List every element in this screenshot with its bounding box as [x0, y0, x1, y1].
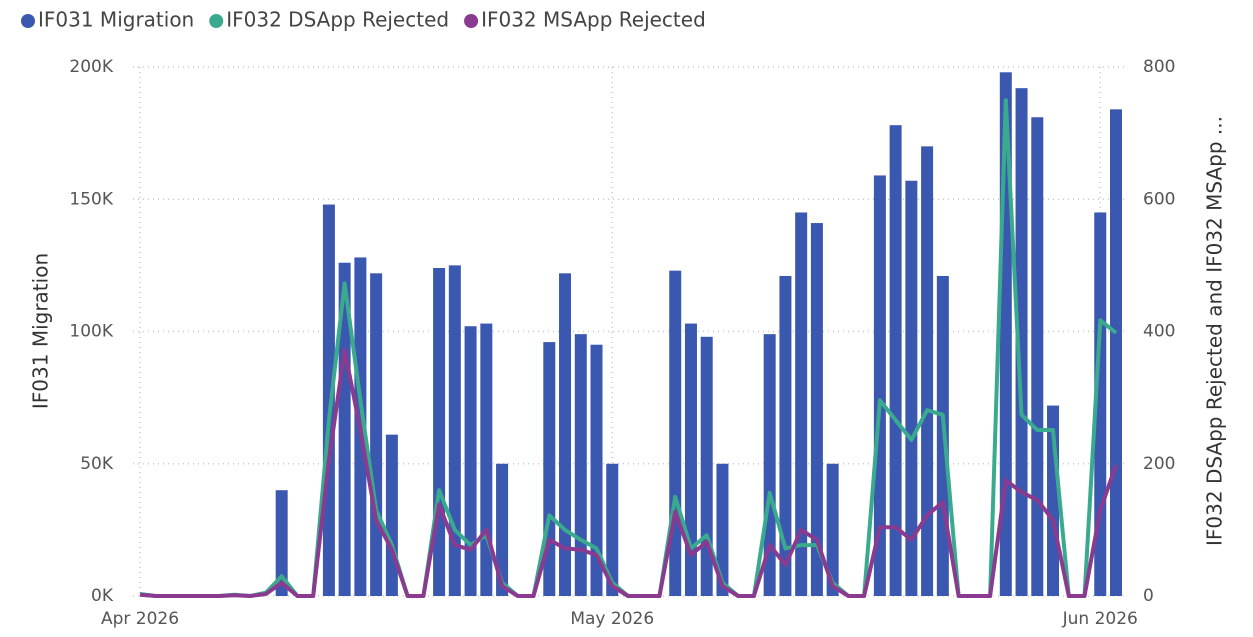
- line: [139, 348, 1118, 598]
- bar: [921, 146, 934, 596]
- y-tick-label: 100K: [69, 322, 113, 342]
- y2-tick-label: 400: [1143, 322, 1175, 342]
- legend-marker: [464, 14, 479, 28]
- legend-label: IF031 Migration: [38, 8, 194, 32]
- bar: [606, 463, 619, 596]
- bar: [700, 336, 713, 596]
- bar: [574, 334, 587, 596]
- y-tick-label: 50K: [80, 454, 114, 474]
- legend-label: IF032 DSApp Rejected: [226, 8, 449, 32]
- x-tick-label: Apr 2026: [101, 609, 179, 629]
- bar: [385, 434, 398, 596]
- bar: [873, 175, 886, 596]
- y2-axis-title: IF032 DSApp Rejected and IF032 MSApp ...: [1203, 116, 1227, 546]
- bar: [1110, 109, 1122, 596]
- y-tick-label: 200K: [69, 57, 113, 77]
- legend-label: IF032 MSApp Rejected: [481, 8, 706, 32]
- legend-marker: [21, 14, 35, 28]
- bar: [496, 463, 509, 596]
- y-axis-title: IF031 Migration: [29, 253, 53, 409]
- bar: [905, 180, 918, 597]
- bar: [464, 326, 477, 596]
- bar: [795, 212, 808, 596]
- y2-tick-label: 800: [1143, 57, 1175, 77]
- bar: [480, 323, 493, 596]
- bar: [370, 273, 383, 596]
- bar: [1031, 117, 1044, 596]
- bar: [559, 273, 572, 596]
- y2-tick-label: 600: [1143, 189, 1175, 209]
- y2-tick-label: 0: [1143, 586, 1154, 606]
- y-tick-label: 0K: [91, 586, 114, 606]
- bar: [826, 463, 839, 596]
- bar: [669, 270, 682, 596]
- bar: [716, 463, 729, 596]
- bar: [433, 268, 446, 596]
- y2-tick-label: 200: [1143, 454, 1175, 474]
- bar: [275, 490, 288, 596]
- bar: [338, 262, 351, 596]
- y-tick-label: 150K: [69, 189, 113, 209]
- x-tick-label: Jun 2026: [1062, 609, 1138, 629]
- bar: [889, 125, 902, 596]
- bar: [810, 223, 823, 596]
- bar: [684, 323, 697, 596]
- bar: [448, 265, 461, 596]
- bar: [779, 275, 792, 596]
- x-tick-label: May 2026: [570, 609, 654, 629]
- bar: [590, 344, 603, 596]
- legend-marker: [209, 14, 224, 28]
- bar: [763, 334, 776, 596]
- bar: [1015, 88, 1028, 596]
